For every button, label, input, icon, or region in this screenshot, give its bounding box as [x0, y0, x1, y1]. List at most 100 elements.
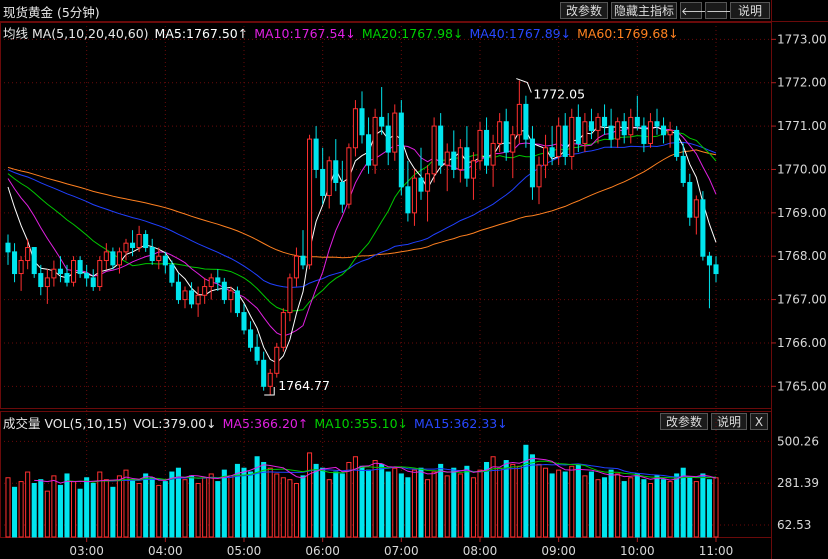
ma60-value: MA60:1769.68↓ — [577, 26, 679, 41]
volume-bar — [621, 481, 627, 538]
y-tick-label: 1773.00 — [777, 32, 827, 46]
candle-body — [713, 264, 719, 275]
volume-bar — [182, 479, 188, 538]
candle-body — [516, 103, 522, 136]
volume-bar — [44, 490, 50, 538]
volume-bar — [425, 479, 431, 538]
candle-body — [405, 186, 411, 214]
volume-bar — [123, 469, 129, 538]
volume-bar — [549, 473, 555, 538]
help-button[interactable]: 说明 — [730, 2, 770, 19]
candle-body — [110, 251, 116, 266]
candle-body — [693, 199, 699, 218]
candle-body — [346, 147, 352, 205]
volume-bar — [562, 471, 568, 538]
volume-bar — [687, 477, 693, 538]
ma-legend: 均线 MA(5,10,20,40,60) MA5:1767.50↑ MA10:176… — [3, 23, 685, 42]
candle-body — [529, 138, 535, 188]
candle-body — [51, 268, 57, 279]
volume-bar — [261, 461, 267, 538]
candle-body — [38, 273, 44, 288]
candle-body — [667, 129, 673, 136]
volume-bar — [116, 475, 122, 538]
candle-body — [543, 147, 549, 166]
candle-body — [418, 177, 424, 192]
candle-body — [392, 112, 398, 153]
candle-body — [215, 277, 221, 283]
candle-body — [536, 164, 542, 188]
volume-bar — [523, 444, 529, 538]
volume-bar — [503, 460, 509, 538]
hide-indicator-button[interactable]: 隐藏主指标 — [611, 2, 677, 19]
candle-body — [700, 199, 706, 257]
volume-bar — [346, 461, 352, 538]
vol-legend: 成交量 VOL(5,10,15) VOL:379.00↓ MA5:366.20↑ MA… — [3, 413, 514, 432]
ma-legend-prefix: 均线 MA(5,10,20,40,60) — [3, 26, 149, 41]
volume-bar — [595, 479, 601, 538]
y-tick-label: 1769.00 — [777, 206, 827, 220]
candle-body — [484, 129, 490, 166]
volume-bar — [713, 477, 719, 538]
high-price-label: 1772.05 — [533, 87, 585, 102]
candle-body — [359, 108, 365, 136]
candle-body — [647, 121, 653, 144]
candle-body — [97, 260, 103, 288]
candle-body — [556, 125, 562, 157]
candle-body — [228, 290, 234, 301]
candle-body — [438, 125, 444, 166]
candle-body — [57, 268, 63, 275]
volume-bar — [647, 483, 653, 538]
ma5-line — [7, 125, 717, 364]
x-tick-label: 11:00 — [699, 544, 734, 558]
vol-ma10-value: MA10:355.10↓ — [314, 416, 409, 431]
candle-body — [497, 121, 503, 144]
volume-bar — [221, 469, 227, 538]
candle-body — [523, 103, 529, 140]
candle-body — [706, 255, 712, 266]
y-tick-label: 1767.00 — [777, 293, 827, 307]
volume-bar — [366, 469, 372, 538]
candle-body — [136, 234, 142, 249]
candle-body — [333, 160, 339, 183]
candle-body — [674, 129, 680, 157]
candle-body — [103, 251, 109, 262]
y-tick-label: 1768.00 — [777, 249, 827, 263]
candle-body — [123, 242, 129, 253]
volume-bar — [667, 481, 673, 538]
volume-bar — [293, 483, 299, 538]
candle-body — [431, 125, 437, 175]
candle-body — [77, 260, 83, 275]
volume-bar — [12, 486, 18, 538]
volume-bar — [5, 477, 11, 538]
volume-bar — [588, 471, 594, 538]
change-params-button[interactable]: 改参数 — [560, 2, 608, 19]
candle-body — [457, 147, 463, 170]
chart-title: 现货黄金 (5分钟) — [3, 5, 100, 20]
candle-body — [654, 121, 660, 127]
volume-bar — [90, 483, 96, 538]
candle-body — [411, 177, 417, 214]
candle-body — [320, 168, 326, 196]
volume-bar — [208, 473, 214, 538]
x-tick-label: 09:00 — [541, 544, 576, 558]
vol-close-icon[interactable]: X — [750, 413, 768, 430]
volume-bar — [680, 467, 686, 538]
volume-bar — [693, 481, 699, 538]
volume-bar — [405, 477, 411, 538]
volume-bar — [84, 477, 90, 538]
candle-body — [293, 255, 299, 279]
y-tick-label: 1772.00 — [777, 76, 827, 90]
volume-bar — [529, 454, 535, 538]
volume-bar — [313, 463, 319, 538]
candle-body — [313, 138, 319, 170]
ma20-value: MA20:1767.98↓ — [361, 26, 464, 41]
ma60-line — [7, 149, 717, 259]
volume-bar — [654, 475, 660, 538]
ma40-line — [7, 141, 717, 289]
vol-change-params-button[interactable]: 改参数 — [660, 413, 708, 430]
volume-bar — [287, 479, 293, 538]
x-tick-label: 03:00 — [69, 544, 104, 558]
volume-bar — [149, 477, 155, 538]
vol-help-button[interactable]: 说明 — [711, 413, 747, 430]
